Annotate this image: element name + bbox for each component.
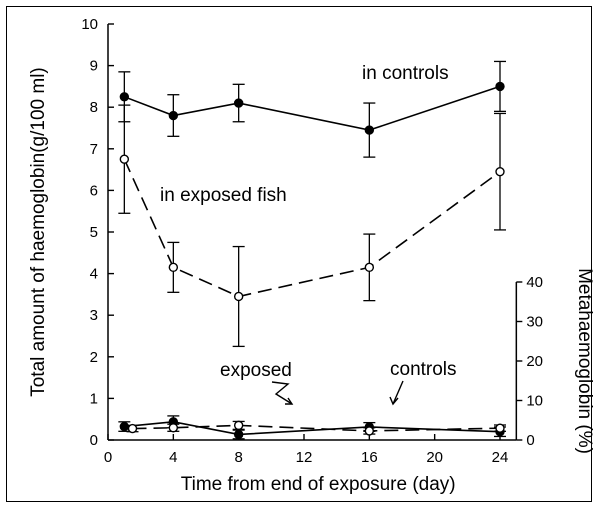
data-point <box>119 154 130 164</box>
series-line <box>124 85 501 131</box>
right-tick-label: 0 <box>526 432 534 449</box>
data-point <box>168 110 179 121</box>
right-tick-label: 20 <box>526 353 543 370</box>
exposed-pointer <box>271 381 293 405</box>
data-point <box>495 166 505 177</box>
annotation-exposed: exposed <box>220 360 292 381</box>
left-tick-label: 4 <box>90 266 98 283</box>
x-tick-label: 12 <box>296 449 313 466</box>
left-tick-label: 6 <box>90 182 98 199</box>
left-tick-label: 10 <box>81 16 98 33</box>
left-axis-title: Total amount of haemoglobin(g/100 ml) <box>28 67 49 397</box>
data-point <box>119 421 130 432</box>
right-axis-title: Metahaemoglobin (%) <box>574 268 595 454</box>
controls-pointer-head <box>389 396 399 406</box>
data-point <box>119 92 130 102</box>
annotation-in-controls: in controls <box>362 63 449 84</box>
annotation-controls: controls <box>390 359 457 380</box>
data-point <box>233 420 244 431</box>
labels: Time from end of exposure (day) Total amo… <box>28 63 595 495</box>
data-point <box>168 262 179 273</box>
right-tick-label: 30 <box>526 314 543 331</box>
x-tick-label: 0 <box>104 449 112 466</box>
left-tick-label: 1 <box>90 390 98 407</box>
data-point <box>495 423 505 433</box>
series-layer <box>118 60 506 440</box>
left-tick-label: 5 <box>90 224 98 241</box>
data-point <box>233 429 244 440</box>
x-tick-label: 20 <box>426 449 443 466</box>
data-point <box>364 426 375 436</box>
right-tick-label: 10 <box>526 393 543 410</box>
data-point <box>233 98 244 108</box>
left-tick-label: 0 <box>90 432 98 449</box>
data-point <box>364 125 375 135</box>
series-line <box>123 158 501 298</box>
left-tick-label: 2 <box>90 349 98 366</box>
x-tick-label: 16 <box>361 449 378 466</box>
data-point <box>364 262 375 273</box>
left-tick-label: 7 <box>90 141 98 158</box>
x-axis-title: Time from end of exposure (day) <box>181 474 456 495</box>
left-tick-label: 8 <box>90 99 98 116</box>
data-point <box>127 423 138 434</box>
x-tick-label: 8 <box>234 449 242 466</box>
left-tick-label: 3 <box>90 307 98 324</box>
exposed-pointer-head <box>285 397 294 405</box>
x-tick-label: 24 <box>492 449 509 466</box>
controls-pointer <box>392 380 404 405</box>
right-tick-label: 40 <box>526 274 543 291</box>
data-point <box>233 291 244 302</box>
left-tick-label: 9 <box>90 58 98 75</box>
data-point <box>168 423 179 433</box>
data-point <box>495 81 505 92</box>
annotation-in-exposed-fish: in exposed fish <box>160 185 287 206</box>
x-tick-label: 4 <box>169 449 177 466</box>
